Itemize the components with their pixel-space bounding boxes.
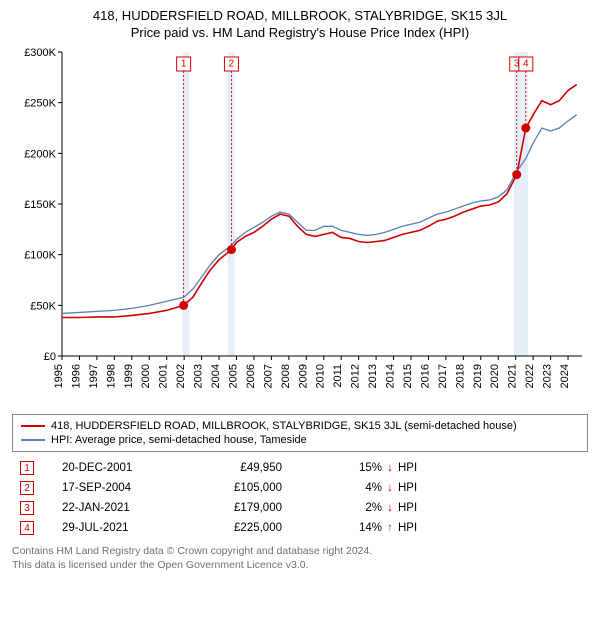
svg-text:£300K: £300K (24, 47, 56, 59)
svg-text:£250K: £250K (24, 98, 56, 110)
svg-text:2016: 2016 (419, 364, 431, 388)
transaction-diff: 2% (312, 502, 382, 514)
svg-text:2018: 2018 (454, 364, 466, 388)
transaction-diff: 4% (312, 482, 382, 494)
transaction-hpi-label: HPI (398, 482, 438, 494)
transaction-date: 22-JAN-2021 (62, 502, 192, 514)
svg-text:2004: 2004 (210, 364, 222, 388)
transaction-price: £179,000 (192, 502, 312, 514)
transaction-row: 4 29-JUL-2021£225,00014%↑HPI (12, 518, 588, 538)
legend-label: 418, HUDDERSFIELD ROAD, MILLBROOK, STALY… (51, 420, 517, 432)
svg-text:2013: 2013 (367, 364, 379, 388)
svg-text:£50K: £50K (30, 300, 56, 312)
legend-swatch (21, 439, 45, 441)
svg-text:2024: 2024 (559, 364, 571, 388)
svg-text:2009: 2009 (297, 364, 309, 388)
svg-text:2001: 2001 (158, 364, 170, 388)
transaction-row: 2 17-SEP-2004£105,0004%↓HPI (12, 478, 588, 498)
svg-text:2010: 2010 (315, 364, 327, 388)
arrow-icon: ↓ (382, 462, 398, 474)
footer-line2: This data is licensed under the Open Gov… (12, 558, 588, 572)
svg-text:2000: 2000 (140, 364, 152, 388)
transactions-table: 120-DEC-2001£49,95015%↓HPI217-SEP-2004£1… (12, 458, 588, 538)
svg-text:1995: 1995 (53, 364, 65, 388)
transaction-marker: 1 (20, 461, 34, 475)
svg-text:1998: 1998 (105, 364, 117, 388)
svg-text:£150K: £150K (24, 199, 56, 211)
transaction-price: £49,950 (192, 462, 312, 474)
transaction-marker: 2 (20, 481, 34, 495)
transaction-date: 20-DEC-2001 (62, 462, 192, 474)
legend: 418, HUDDERSFIELD ROAD, MILLBROOK, STALY… (12, 414, 588, 452)
transaction-hpi-label: HPI (398, 522, 438, 534)
svg-text:2011: 2011 (332, 364, 344, 388)
transaction-diff: 14% (312, 522, 382, 534)
svg-text:2005: 2005 (227, 364, 239, 388)
page-title: 418, HUDDERSFIELD ROAD, MILLBROOK, STALY… (12, 8, 588, 23)
transaction-marker: 4 (20, 521, 34, 535)
transaction-marker: 3 (20, 501, 34, 515)
svg-text:2014: 2014 (385, 364, 397, 388)
transaction-price: £105,000 (192, 482, 312, 494)
svg-text:1999: 1999 (123, 364, 135, 388)
footer-line1: Contains HM Land Registry data © Crown c… (12, 544, 588, 558)
svg-text:1997: 1997 (88, 364, 100, 388)
svg-text:2006: 2006 (245, 364, 257, 388)
legend-swatch (21, 425, 45, 427)
legend-item: HPI: Average price, semi-detached house,… (21, 433, 579, 447)
legend-label: HPI: Average price, semi-detached house,… (51, 434, 307, 446)
svg-text:1996: 1996 (70, 364, 82, 388)
price-chart: £0 £50K £100K £150K £200K £250K £300K 1995 1996 1… (12, 46, 588, 406)
transaction-row: 3 22-JAN-2021£179,0002%↓HPI (12, 498, 588, 518)
transaction-date: 29-JUL-2021 (62, 522, 192, 534)
svg-text:2021: 2021 (507, 364, 519, 388)
footer-attribution: Contains HM Land Registry data © Crown c… (12, 544, 588, 572)
svg-text:2020: 2020 (489, 364, 501, 388)
transaction-row: 1 20-DEC-2001£49,95015%↓HPI (12, 458, 588, 478)
transaction-date: 17-SEP-2004 (62, 482, 192, 494)
svg-text:£0: £0 (44, 351, 56, 363)
svg-text:2022: 2022 (524, 364, 536, 388)
svg-text:2017: 2017 (437, 364, 449, 388)
svg-text:2007: 2007 (262, 364, 274, 388)
transaction-hpi-label: HPI (398, 462, 438, 474)
svg-text:2: 2 (229, 59, 235, 70)
svg-text:£200K: £200K (24, 148, 56, 160)
arrow-icon: ↑ (382, 522, 398, 534)
arrow-icon: ↓ (382, 502, 398, 514)
arrow-icon: ↓ (382, 482, 398, 494)
page-subtitle: Price paid vs. HM Land Registry's House … (12, 25, 588, 40)
svg-text:2019: 2019 (472, 364, 484, 388)
transaction-price: £225,000 (192, 522, 312, 534)
svg-text:2015: 2015 (402, 364, 414, 388)
svg-text:1: 1 (181, 59, 187, 70)
svg-text:2023: 2023 (542, 364, 554, 388)
transaction-diff: 15% (312, 462, 382, 474)
svg-text:2003: 2003 (193, 364, 205, 388)
svg-text:2002: 2002 (175, 364, 187, 388)
svg-text:£100K: £100K (24, 250, 56, 262)
legend-item: 418, HUDDERSFIELD ROAD, MILLBROOK, STALY… (21, 419, 579, 433)
svg-text:2008: 2008 (280, 364, 292, 388)
transaction-hpi-label: HPI (398, 502, 438, 514)
svg-text:2012: 2012 (350, 364, 362, 388)
svg-text:4: 4 (523, 59, 529, 70)
